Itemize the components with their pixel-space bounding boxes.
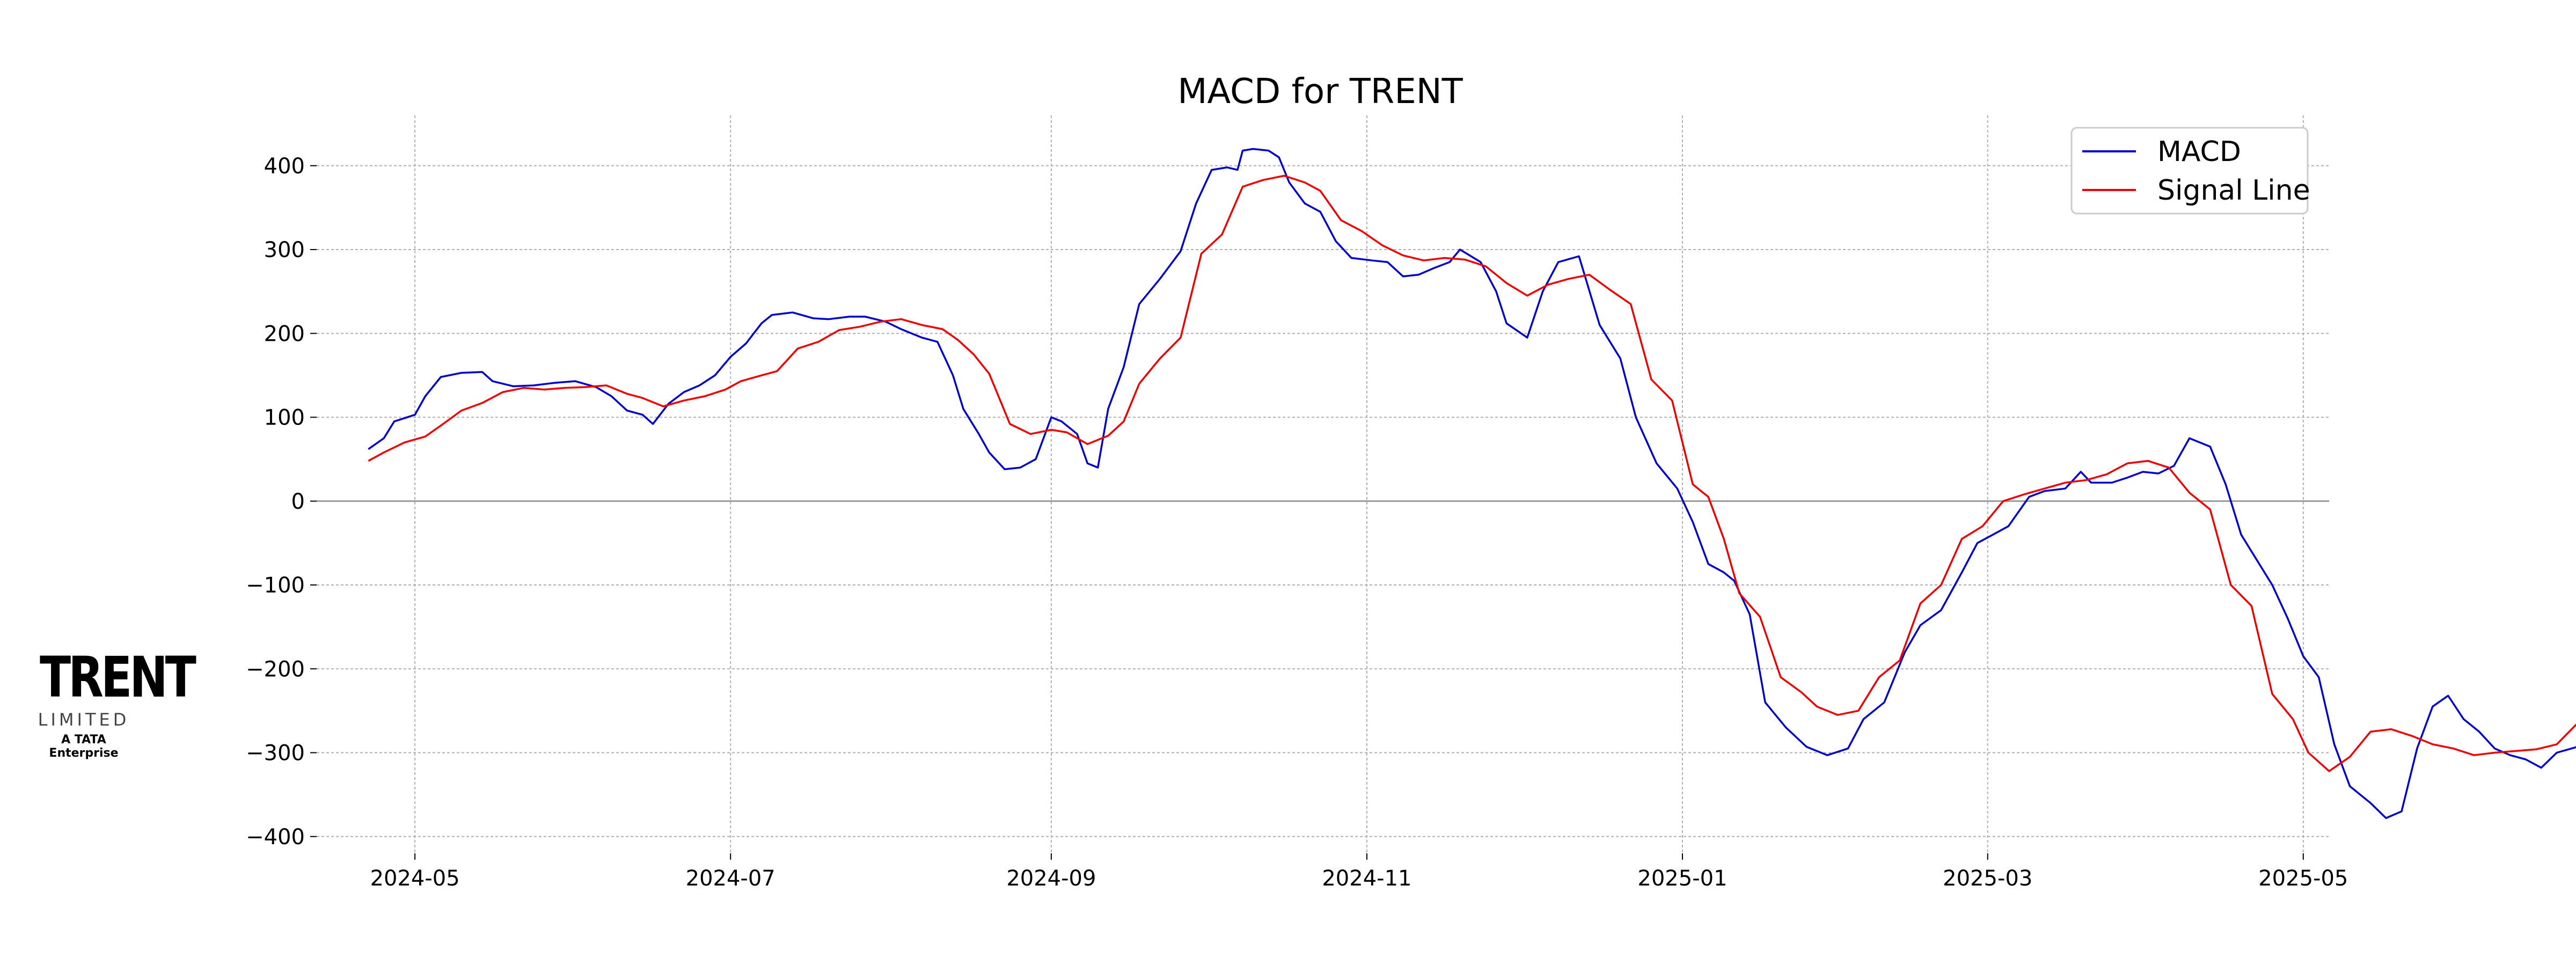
y-tick-label: −100 [246,573,305,598]
logo-subtitle: LIMITED [38,709,130,730]
logo-wordmark: TRENT [40,645,196,710]
x-tick-label: 2024-09 [1006,866,1096,891]
grid [317,115,2329,853]
y-tick-label: 200 [264,321,305,346]
x-tick-label: 2025-05 [2258,866,2348,891]
y-tick-label: 100 [264,406,305,430]
legend-box [2070,127,2309,215]
x-tick-label: 2024-11 [1322,866,1411,891]
x-tick-labels: 2024-05 2024-07 2024-09 2024-11 2025-01 2025-… [370,853,2348,891]
y-tick-labels: 400 300 200 100 0 −100 −200 −300 −400 [246,154,317,850]
trent-logo: TRENT LIMITED A TATA Enterprise [30,645,196,760]
signal-line-line [368,174,2576,772]
macd-line [368,148,2576,819]
x-tick-label: 2025-03 [1943,866,2032,891]
y-tick-label: −400 [246,825,305,850]
x-tick-label: 2024-07 [686,866,775,891]
y-tick-label: 400 [264,154,305,179]
x-tick-label: 2024-05 [370,866,460,891]
legend: MACD Signal Line [2070,127,2310,215]
logo-tagline: A TATA Enterprise [49,733,119,760]
series-lines [368,148,2576,819]
y-tick-label: −300 [246,741,305,766]
y-tick-label: 300 [264,238,305,262]
legend-label-signal-line: Signal Line [2157,174,2310,207]
x-tick-label: 2025-01 [1637,866,1727,891]
chart-title: MACD for TRENT [1177,72,1463,112]
legend-label-macd: MACD [2157,136,2241,168]
y-tick-label: −200 [246,657,305,682]
y-tick-label: 0 [291,489,305,514]
